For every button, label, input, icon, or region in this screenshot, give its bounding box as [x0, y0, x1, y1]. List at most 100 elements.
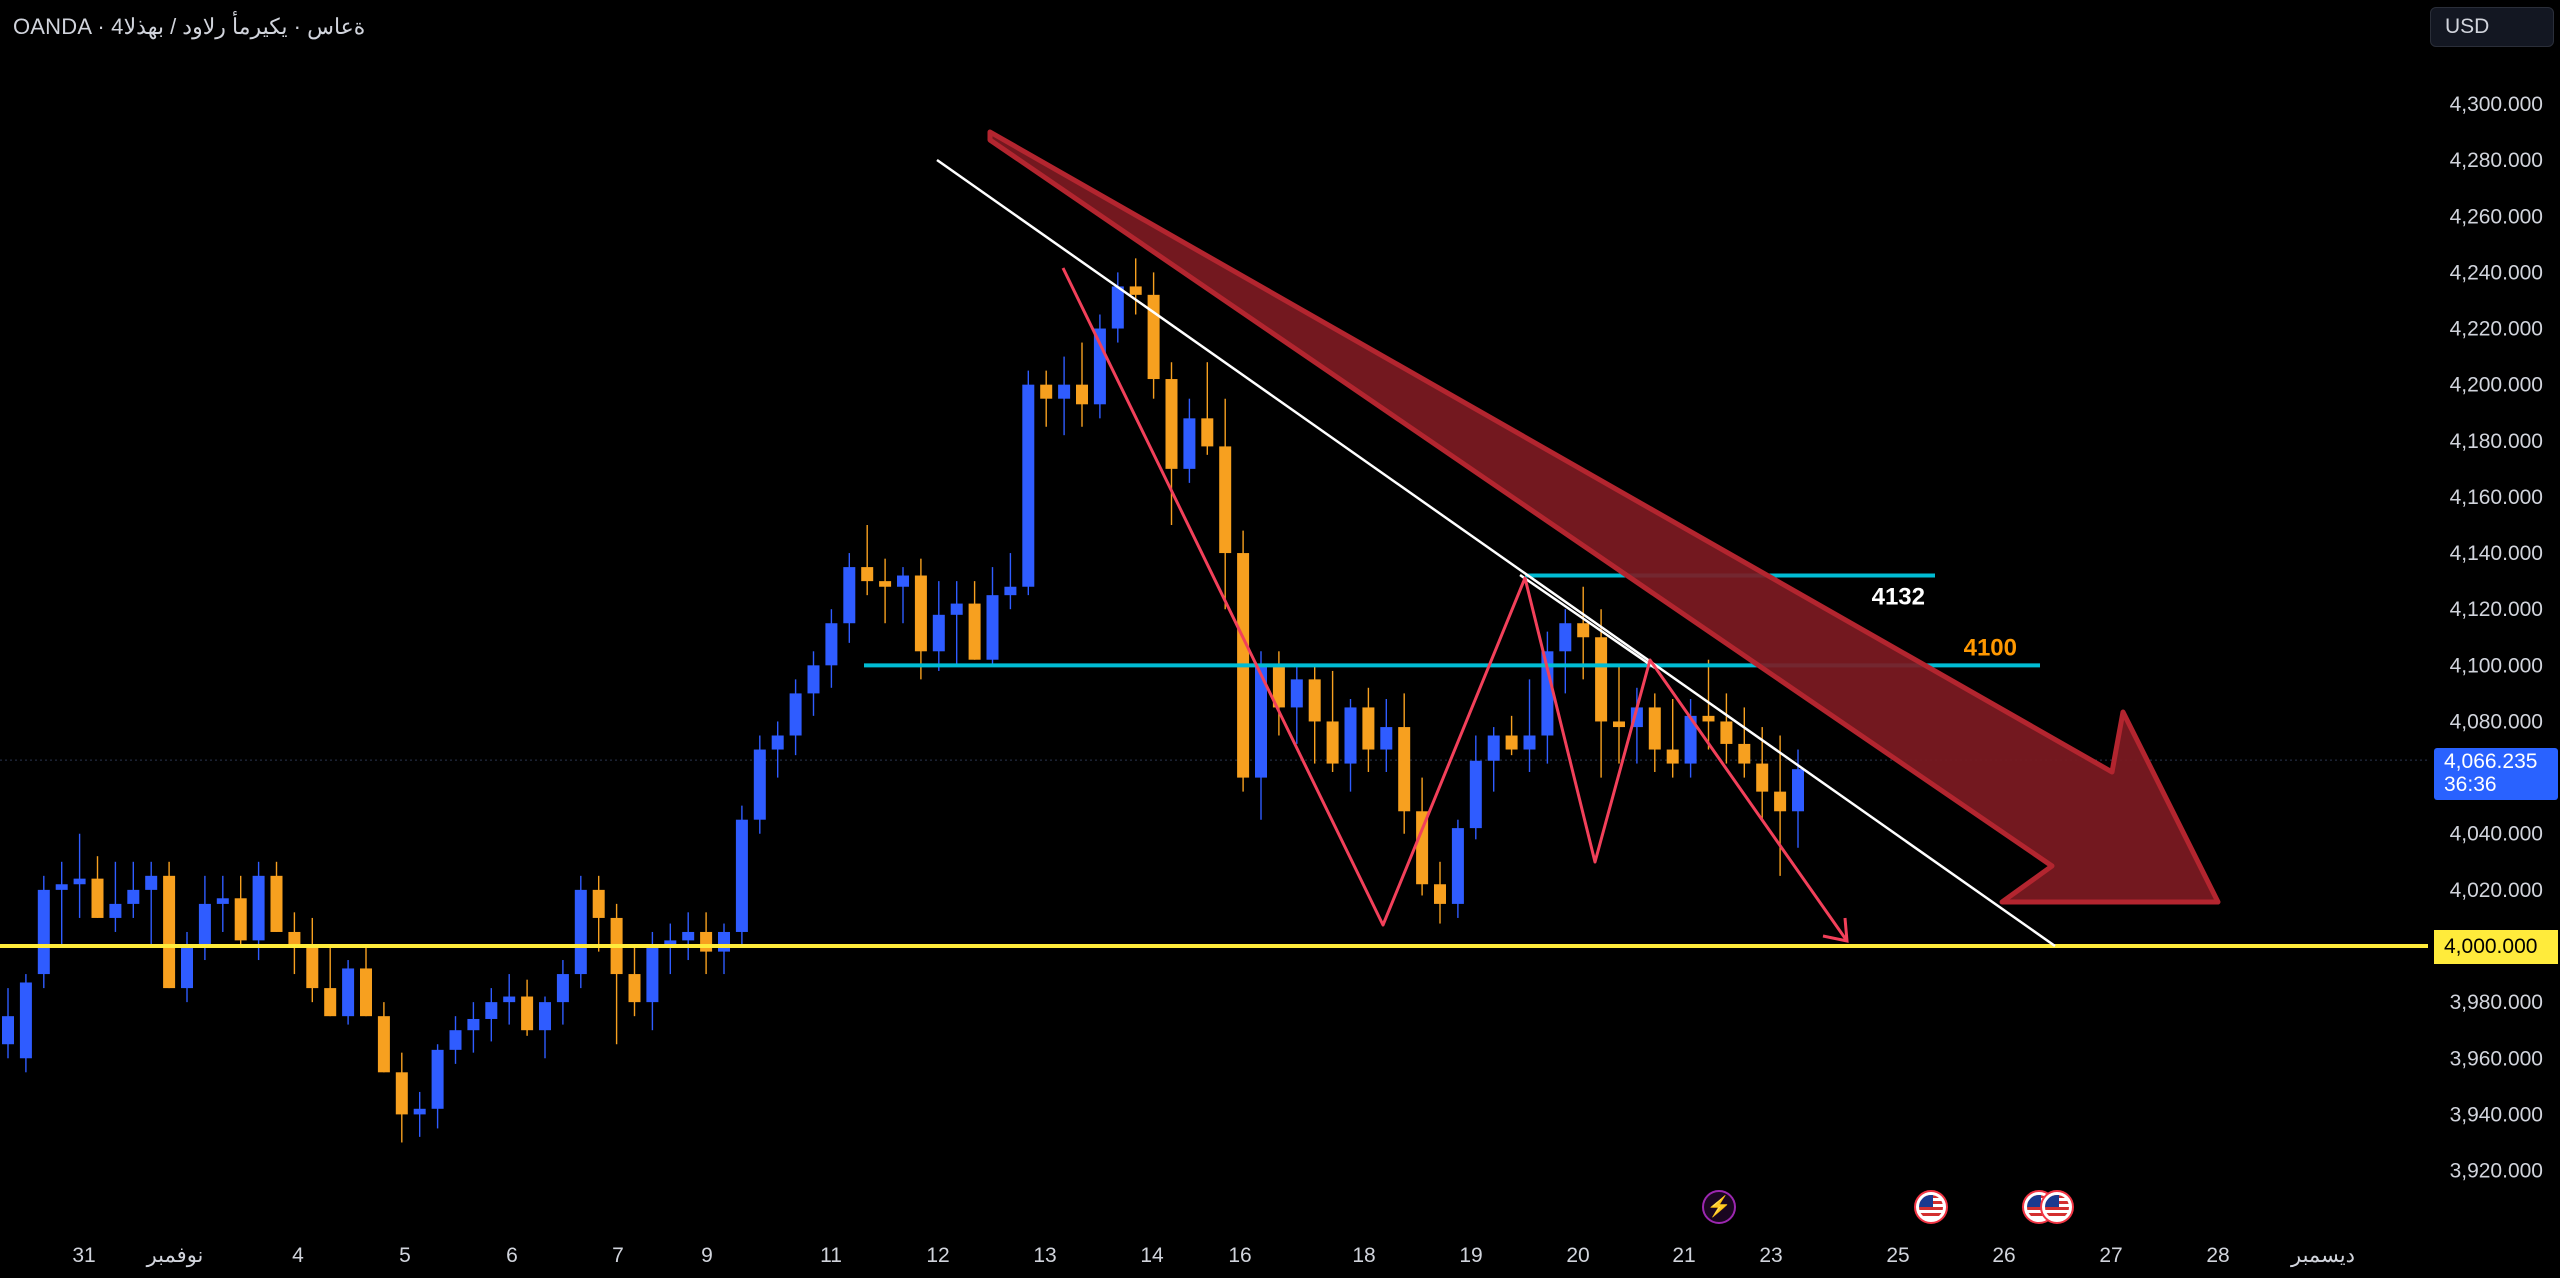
time-axis-label: 31 [72, 1244, 95, 1267]
candle-body [503, 996, 516, 1003]
candle-body [1469, 760, 1482, 829]
candle [360, 946, 372, 1017]
candle [485, 988, 498, 1042]
time-axis-label: 21 [1672, 1244, 1695, 1267]
candle [449, 1016, 462, 1064]
candle-body [395, 1072, 408, 1115]
candle [1344, 699, 1357, 792]
time-axis-label: 5 [399, 1244, 411, 1267]
candle [646, 931, 659, 1031]
candle-body [1577, 623, 1590, 638]
candle [1201, 362, 1214, 455]
time-axis-label: 14 [1140, 1244, 1164, 1267]
candle [91, 856, 104, 918]
zigzag-arrowhead [1822, 917, 1849, 943]
candle [270, 861, 283, 932]
candle-body [324, 988, 337, 1017]
candle [1183, 398, 1196, 483]
candle-body [1541, 651, 1554, 736]
candle [1058, 356, 1071, 436]
candle [556, 960, 569, 1025]
candle-body [592, 889, 605, 918]
candle-body [539, 1002, 551, 1031]
candle-body [843, 567, 856, 624]
candle [843, 553, 856, 643]
candle [592, 875, 605, 952]
candle-body [1684, 715, 1697, 764]
candle [932, 581, 945, 671]
candle [1093, 314, 1106, 419]
time-axis-label: 18 [1352, 1244, 1375, 1267]
candle-body [986, 595, 999, 660]
candle-body [1255, 665, 1267, 778]
candle [1720, 693, 1733, 764]
candle [1380, 699, 1393, 772]
candle [682, 912, 695, 961]
candle-body [771, 735, 784, 750]
candle-body [807, 665, 820, 694]
label-4132: 4132 [1872, 584, 1925, 611]
candle-body [789, 693, 802, 736]
candle-body [55, 884, 68, 890]
candle-body [897, 575, 909, 587]
candle-body [1201, 418, 1214, 447]
candle-body [556, 974, 569, 1003]
candle [914, 558, 927, 680]
candle [431, 1044, 444, 1129]
candle [789, 679, 802, 756]
us-flag-icon[interactable] [1914, 1190, 1948, 1224]
candle [324, 946, 337, 1017]
currency-selector[interactable]: USD [2430, 7, 2554, 47]
candle [288, 912, 301, 975]
candle [628, 946, 641, 1017]
price-axis-label: 4,220.000 [2450, 318, 2543, 341]
candle [1040, 370, 1053, 427]
price-axis-label: 3,960.000 [2450, 1047, 2543, 1070]
candle [968, 581, 981, 660]
candle [1111, 272, 1124, 343]
candle [771, 721, 784, 778]
candle-body [1595, 637, 1608, 722]
candle [377, 1002, 390, 1073]
candle [1487, 727, 1500, 792]
candle-body [879, 581, 892, 587]
candle [1774, 735, 1787, 876]
candle-body [682, 931, 695, 941]
candle-body [664, 940, 677, 946]
candle-body [950, 603, 963, 615]
candle-body [968, 603, 981, 660]
candle-body [485, 1002, 498, 1019]
candle [1416, 777, 1429, 896]
price-axis-label: 4,100.000 [2450, 654, 2543, 677]
candle-body [1505, 735, 1518, 750]
candle-body [521, 996, 534, 1031]
candle-body [145, 875, 158, 890]
candle-body [449, 1030, 462, 1050]
candle [252, 861, 265, 961]
candle [1648, 693, 1661, 772]
price-axis-label: 4,080.000 [2450, 710, 2543, 733]
time-axis-label: 16 [1228, 1244, 1251, 1267]
descending-trendline [936, 158, 2056, 948]
candle-body [825, 623, 838, 666]
flash-event-icon[interactable]: ⚡ [1702, 1190, 1736, 1224]
price-axis-label: 4,240.000 [2450, 261, 2543, 284]
candle [1308, 665, 1321, 764]
candle-body [1290, 679, 1303, 708]
candle [1362, 687, 1375, 772]
price-axis-label: 4,280.000 [2450, 149, 2543, 172]
bearish-arrow [987, 129, 2221, 905]
candle [1237, 530, 1250, 792]
us-flag-icon[interactable] [2040, 1190, 2074, 1224]
time-axis-label: 7 [612, 1244, 624, 1267]
bar-countdown: 36:36 [2444, 773, 2497, 796]
candle-body [1147, 294, 1160, 380]
price-axis-label: 4,200.000 [2450, 374, 2543, 397]
candle-body [37, 889, 50, 975]
candle-body [198, 903, 211, 946]
candle [735, 805, 748, 946]
candle [1129, 258, 1142, 315]
candle [879, 558, 892, 624]
time-axis-label: 13 [1033, 1244, 1056, 1267]
